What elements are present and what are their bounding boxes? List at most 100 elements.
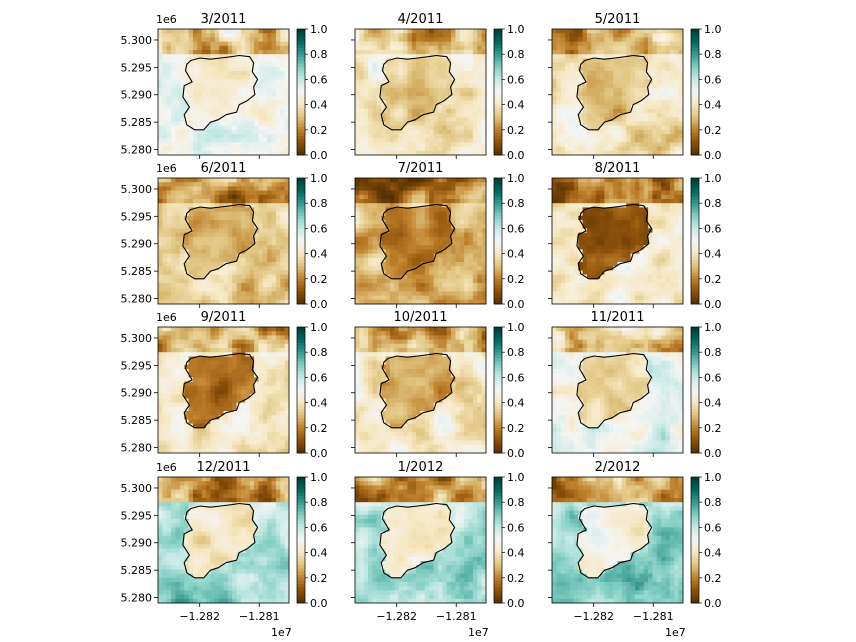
heatmap-cell [219, 291, 224, 296]
heatmap-cell [271, 215, 277, 221]
heatmap-cell [446, 108, 452, 114]
heatmap-cell [389, 108, 395, 114]
heatmap-cell [227, 129, 233, 135]
heatmap-cell [376, 50, 382, 55]
heatmap-cell [407, 58, 413, 63]
heatmap-cell [556, 75, 562, 80]
heatmap-cell [197, 41, 203, 47]
heatmap-cell [643, 113, 649, 118]
heatmap-cell [188, 178, 194, 183]
heatmap-cell [201, 270, 207, 275]
heatmap-cell [403, 79, 408, 84]
heatmap-cell [175, 50, 181, 55]
heatmap-cell [171, 125, 176, 131]
heatmap-cell [639, 96, 645, 101]
heatmap-cell [424, 236, 430, 242]
heatmap-cell [552, 75, 557, 80]
heatmap-cell [411, 215, 417, 221]
heatmap-cell [591, 87, 597, 93]
heatmap-cell [481, 190, 487, 196]
heatmap-cell [372, 182, 378, 187]
heatmap-cell [206, 79, 211, 84]
heatmap-cell [433, 75, 439, 80]
heatmap-cell [429, 87, 434, 93]
heatmap-cell [472, 50, 478, 55]
heatmap-cell [398, 37, 404, 42]
heatmap-cell [166, 190, 172, 196]
heatmap-cell [245, 211, 251, 217]
heatmap-cell [363, 79, 369, 84]
heatmap-cell [363, 87, 369, 93]
heatmap-cell [468, 142, 474, 147]
heatmap-cell [214, 211, 220, 217]
colorbar-tick-label: 0.6 [704, 73, 722, 86]
heatmap-cell [674, 129, 680, 135]
heatmap-cell [468, 121, 474, 126]
heatmap-cell [368, 41, 373, 47]
heatmap-cell [197, 245, 203, 250]
heatmap-cell [214, 108, 220, 114]
heatmap-cell [429, 257, 434, 263]
heatmap-cell [433, 87, 439, 93]
heatmap-cell [552, 257, 557, 263]
heatmap-cell [617, 37, 623, 42]
heatmap-cell [630, 29, 636, 34]
heatmap-cell [197, 83, 203, 89]
heatmap-cell [355, 245, 360, 250]
heatmap-cell [669, 117, 675, 122]
heatmap-cell [175, 287, 181, 292]
heatmap-cell [569, 108, 575, 114]
heatmap-cell [398, 228, 404, 233]
heatmap-cell [411, 190, 417, 196]
heatmap-cell [464, 62, 469, 68]
colorbar-segment [494, 107, 502, 112]
heatmap-cell [472, 83, 478, 89]
heatmap-cell [258, 270, 264, 275]
heatmap-cell [481, 129, 487, 135]
heatmap-cell [175, 121, 181, 126]
heatmap-cell [652, 117, 658, 122]
heatmap-cell [464, 224, 469, 229]
heatmap-cell [630, 62, 636, 68]
heatmap-cell [652, 71, 658, 76]
heatmap-cell [376, 194, 382, 200]
heatmap-cell [643, 79, 649, 84]
heatmap-cell [437, 37, 443, 42]
heatmap-cell [214, 146, 220, 152]
heatmap-cell [643, 33, 649, 38]
heatmap-cell [569, 125, 575, 131]
heatmap-cell [206, 83, 211, 89]
heatmap-cell [376, 270, 382, 275]
heatmap-cell [437, 232, 443, 238]
heatmap-cell [254, 274, 259, 280]
heatmap-cell [219, 236, 224, 242]
heatmap-cell [556, 117, 562, 122]
heatmap-cell [669, 100, 675, 105]
heatmap-cell [394, 287, 400, 292]
heatmap-cell [424, 100, 430, 105]
heatmap-cell [188, 249, 194, 254]
heatmap-cell [372, 274, 378, 280]
heatmap-cell [249, 104, 255, 110]
heatmap-cell [455, 29, 461, 34]
heatmap-cell [179, 207, 185, 212]
heatmap-cell [245, 245, 251, 250]
heatmap-cell [158, 50, 163, 55]
heatmap-cell [455, 50, 461, 55]
colorbar-segment [494, 98, 502, 102]
heatmap-cell [166, 125, 172, 131]
heatmap-cell [639, 92, 645, 97]
heatmap-cell [416, 104, 421, 110]
heatmap-cell [210, 50, 216, 55]
heatmap-cell [271, 83, 277, 89]
heatmap-cell [219, 199, 224, 204]
heatmap-cell [674, 66, 680, 72]
heatmap-cell [166, 96, 172, 101]
colorbar-tick-label: 0.6 [310, 73, 328, 86]
heatmap-cell [600, 37, 605, 42]
heatmap-cell [355, 117, 360, 122]
heatmap-cell [455, 178, 461, 183]
heatmap-cell [424, 33, 430, 38]
heatmap-cell [634, 125, 640, 131]
heatmap-cell [214, 62, 220, 68]
